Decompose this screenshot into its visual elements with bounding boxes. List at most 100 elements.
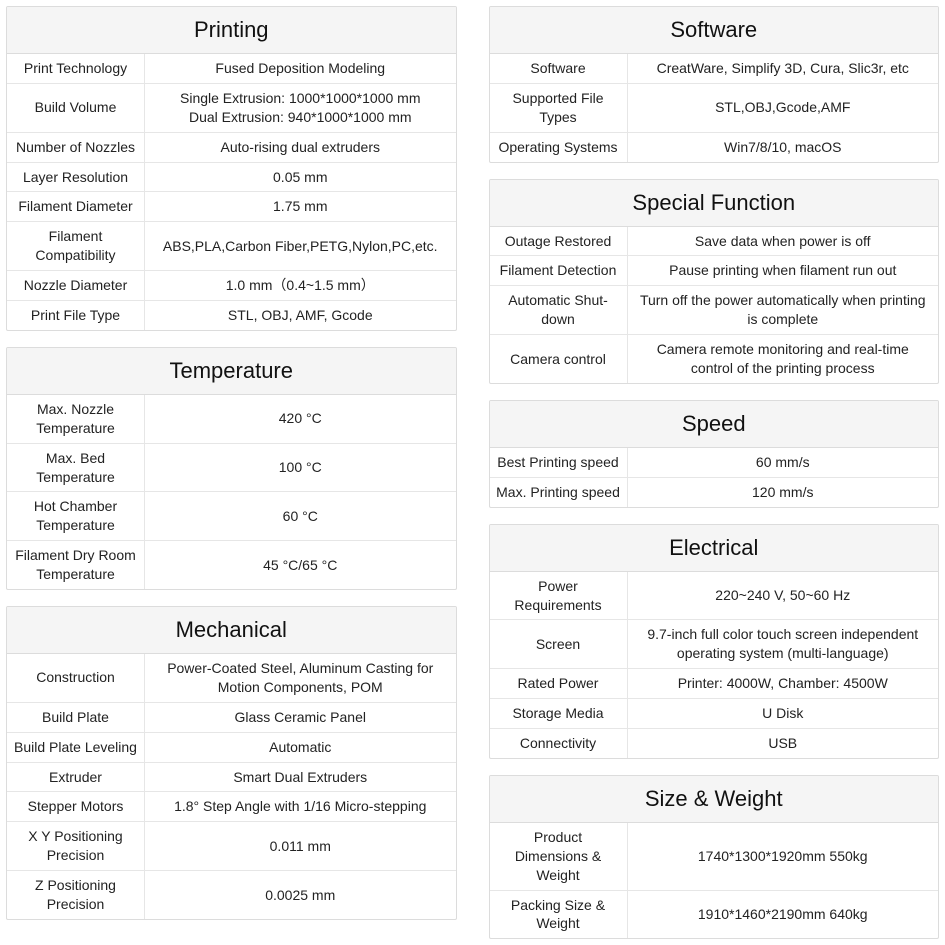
spec-header: Software (490, 7, 939, 54)
spec-table-special-function: Special FunctionOutage RestoredSave data… (489, 179, 940, 384)
spec-value: 1.75 mm (145, 192, 456, 221)
spec-key: Print Technology (7, 54, 145, 83)
spec-row: Filament CompatibilityABS,PLA,Carbon Fib… (7, 222, 456, 271)
spec-value: 220~240 V, 50~60 Hz (628, 572, 939, 620)
spec-value: 0.0025 mm (145, 871, 456, 919)
spec-key: Storage Media (490, 699, 628, 728)
spec-value: Pause printing when filament run out (628, 256, 939, 285)
spec-table-size-weight: Size & WeightProduct Dimensions & Weight… (489, 775, 940, 939)
spec-value: 45 °C/65 °C (145, 541, 456, 589)
spec-row: Stepper Motors1.8° Step Angle with 1/16 … (7, 792, 456, 822)
spec-key: Max. Bed Temperature (7, 444, 145, 492)
spec-row: Build PlateGlass Ceramic Panel (7, 703, 456, 733)
spec-value: Glass Ceramic Panel (145, 703, 456, 732)
spec-value: 9.7-inch full color touch screen indepen… (628, 620, 939, 668)
spec-row: Filament DetectionPause printing when fi… (490, 256, 939, 286)
spec-header: Electrical (490, 525, 939, 572)
spec-value: Fused Deposition Modeling (145, 54, 456, 83)
spec-row: Power Requirements220~240 V, 50~60 Hz (490, 572, 939, 621)
spec-value: ABS,PLA,Carbon Fiber,PETG,Nylon,PC,etc. (145, 222, 456, 270)
spec-value: Printer: 4000W, Chamber: 4500W (628, 669, 939, 698)
spec-value: 1.0 mm（0.4~1.5 mm） (145, 271, 456, 300)
spec-value: Turn off the power automatically when pr… (628, 286, 939, 334)
spec-row: Best Printing speed60 mm/s (490, 448, 939, 478)
spec-value: 120 mm/s (628, 478, 939, 507)
spec-value: Smart Dual Extruders (145, 763, 456, 792)
spec-row: Number of NozzlesAuto-rising dual extrud… (7, 133, 456, 163)
spec-key: Build Plate Leveling (7, 733, 145, 762)
left-column: PrintingPrint TechnologyFused Deposition… (6, 6, 457, 939)
spec-header: Mechanical (7, 607, 456, 654)
spec-key: Product Dimensions & Weight (490, 823, 628, 890)
spec-table-electrical: ElectricalPower Requirements220~240 V, 5… (489, 524, 940, 759)
spec-key: Filament Compatibility (7, 222, 145, 270)
spec-value: 1740*1300*1920mm 550kg (628, 823, 939, 890)
spec-key: Filament Dry Room Temperature (7, 541, 145, 589)
spec-row: Supported File TypesSTL,OBJ,Gcode,AMF (490, 84, 939, 133)
spec-value: Automatic (145, 733, 456, 762)
spec-row: Screen9.7-inch full color touch screen i… (490, 620, 939, 669)
spec-row: Filament Dry Room Temperature45 °C/65 °C (7, 541, 456, 589)
spec-row: Operating SystemsWin7/8/10, macOS (490, 133, 939, 162)
spec-row: Z Positioning Precision0.0025 mm (7, 871, 456, 919)
spec-row: Outage RestoredSave data when power is o… (490, 227, 939, 257)
spec-key: Max. Nozzle Temperature (7, 395, 145, 443)
spec-row: Print File TypeSTL, OBJ, AMF, Gcode (7, 301, 456, 330)
spec-header: Special Function (490, 180, 939, 227)
spec-row: Storage MediaU Disk (490, 699, 939, 729)
spec-row: ConnectivityUSB (490, 729, 939, 758)
spec-value: CreatWare, Simplify 3D, Cura, Slic3r, et… (628, 54, 939, 83)
spec-row: Max. Bed Temperature100 °C (7, 444, 456, 493)
spec-row: Nozzle Diameter1.0 mm（0.4~1.5 mm） (7, 271, 456, 301)
spec-key: Construction (7, 654, 145, 702)
spec-key: Best Printing speed (490, 448, 628, 477)
spec-row: Packing Size & Weight1910*1460*2190mm 64… (490, 891, 939, 939)
spec-row: Rated PowerPrinter: 4000W, Chamber: 4500… (490, 669, 939, 699)
spec-table-printing: PrintingPrint TechnologyFused Deposition… (6, 6, 457, 331)
right-column: SoftwareSoftwareCreatWare, Simplify 3D, … (489, 6, 940, 939)
spec-row: ExtruderSmart Dual Extruders (7, 763, 456, 793)
spec-value: USB (628, 729, 939, 758)
spec-row: Layer Resolution0.05 mm (7, 163, 456, 193)
spec-row: Hot Chamber Temperature60 °C (7, 492, 456, 541)
spec-key: Build Plate (7, 703, 145, 732)
spec-key: Hot Chamber Temperature (7, 492, 145, 540)
spec-key: Packing Size & Weight (490, 891, 628, 939)
spec-value: 0.05 mm (145, 163, 456, 192)
spec-row: Product Dimensions & Weight1740*1300*192… (490, 823, 939, 891)
spec-key: Z Positioning Precision (7, 871, 145, 919)
spec-row: Camera controlCamera remote monitoring a… (490, 335, 939, 383)
spec-row: Max. Nozzle Temperature420 °C (7, 395, 456, 444)
spec-row: Max. Printing speed120 mm/s (490, 478, 939, 507)
spec-table-temperature: TemperatureMax. Nozzle Temperature420 °C… (6, 347, 457, 590)
spec-header: Printing (7, 7, 456, 54)
spec-row: Automatic Shut-downTurn off the power au… (490, 286, 939, 335)
spec-value: 60 °C (145, 492, 456, 540)
spec-table-speed: SpeedBest Printing speed60 mm/sMax. Prin… (489, 400, 940, 508)
spec-header: Size & Weight (490, 776, 939, 823)
spec-table-software: SoftwareSoftwareCreatWare, Simplify 3D, … (489, 6, 940, 163)
spec-key: Connectivity (490, 729, 628, 758)
spec-row: X Y Positioning Precision0.011 mm (7, 822, 456, 871)
spec-value: Power-Coated Steel, Aluminum Casting for… (145, 654, 456, 702)
spec-value: Save data when power is off (628, 227, 939, 256)
spec-key: Outage Restored (490, 227, 628, 256)
spec-value: 1.8° Step Angle with 1/16 Micro-stepping (145, 792, 456, 821)
spec-row: Build VolumeSingle Extrusion: 1000*1000*… (7, 84, 456, 133)
spec-row: SoftwareCreatWare, Simplify 3D, Cura, Sl… (490, 54, 939, 84)
spec-value: 60 mm/s (628, 448, 939, 477)
spec-row: Build Plate LevelingAutomatic (7, 733, 456, 763)
spec-key: Power Requirements (490, 572, 628, 620)
spec-key: Supported File Types (490, 84, 628, 132)
spec-columns: PrintingPrint TechnologyFused Deposition… (6, 6, 939, 939)
spec-value: 1910*1460*2190mm 640kg (628, 891, 939, 939)
spec-key: Filament Diameter (7, 192, 145, 221)
spec-value: Auto-rising dual extruders (145, 133, 456, 162)
spec-key: Stepper Motors (7, 792, 145, 821)
spec-value: Single Extrusion: 1000*1000*1000 mm Dual… (145, 84, 456, 132)
spec-value: STL,OBJ,Gcode,AMF (628, 84, 939, 132)
spec-value: 100 °C (145, 444, 456, 492)
spec-key: Filament Detection (490, 256, 628, 285)
spec-key: Nozzle Diameter (7, 271, 145, 300)
spec-value: Win7/8/10, macOS (628, 133, 939, 162)
